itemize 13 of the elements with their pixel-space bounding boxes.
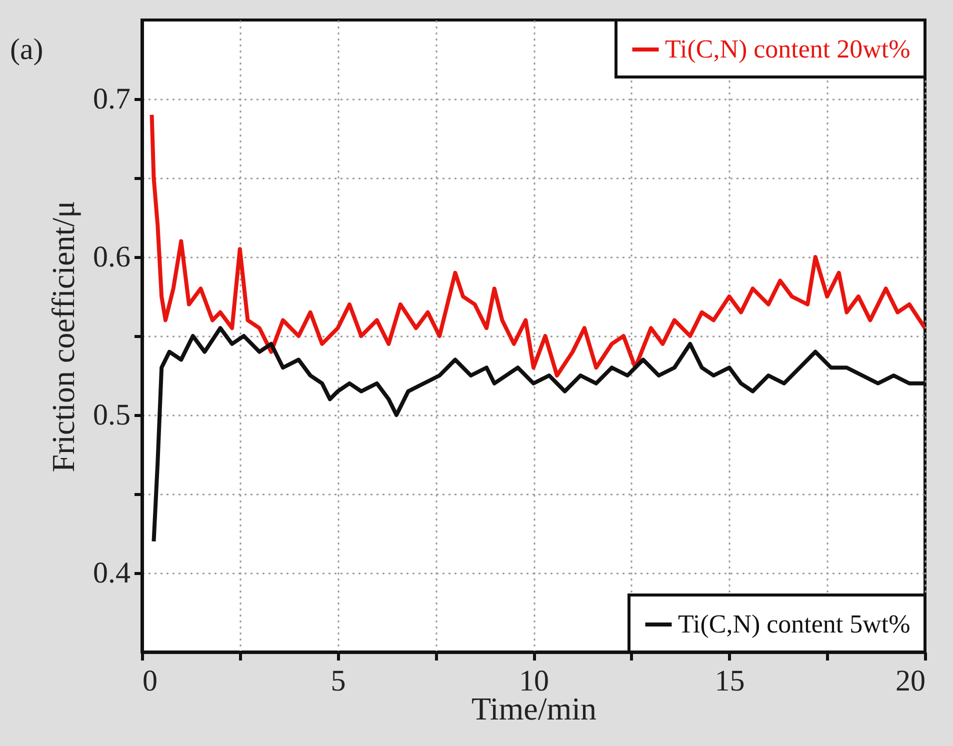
- y-axis-title: Friction coefficient/μ: [45, 200, 81, 472]
- y-tick-label: 0.6: [93, 240, 130, 274]
- legend-label: Ti(C,N) content 20wt%: [665, 34, 910, 64]
- line-series: [150, 112, 925, 378]
- y-tick-label: 0.5: [93, 398, 130, 432]
- legend-label: Ti(C,N) content 5wt%: [678, 610, 910, 638]
- x-tick-label: 15: [714, 664, 745, 698]
- y-tick-label: 0.7: [93, 82, 130, 116]
- x-tick-label: 20: [896, 664, 926, 698]
- x-tick-label: 5: [330, 664, 346, 698]
- y-tick-label: 0.4: [93, 556, 130, 590]
- text: (a): [10, 33, 44, 66]
- x-tick-label: 0: [142, 664, 158, 698]
